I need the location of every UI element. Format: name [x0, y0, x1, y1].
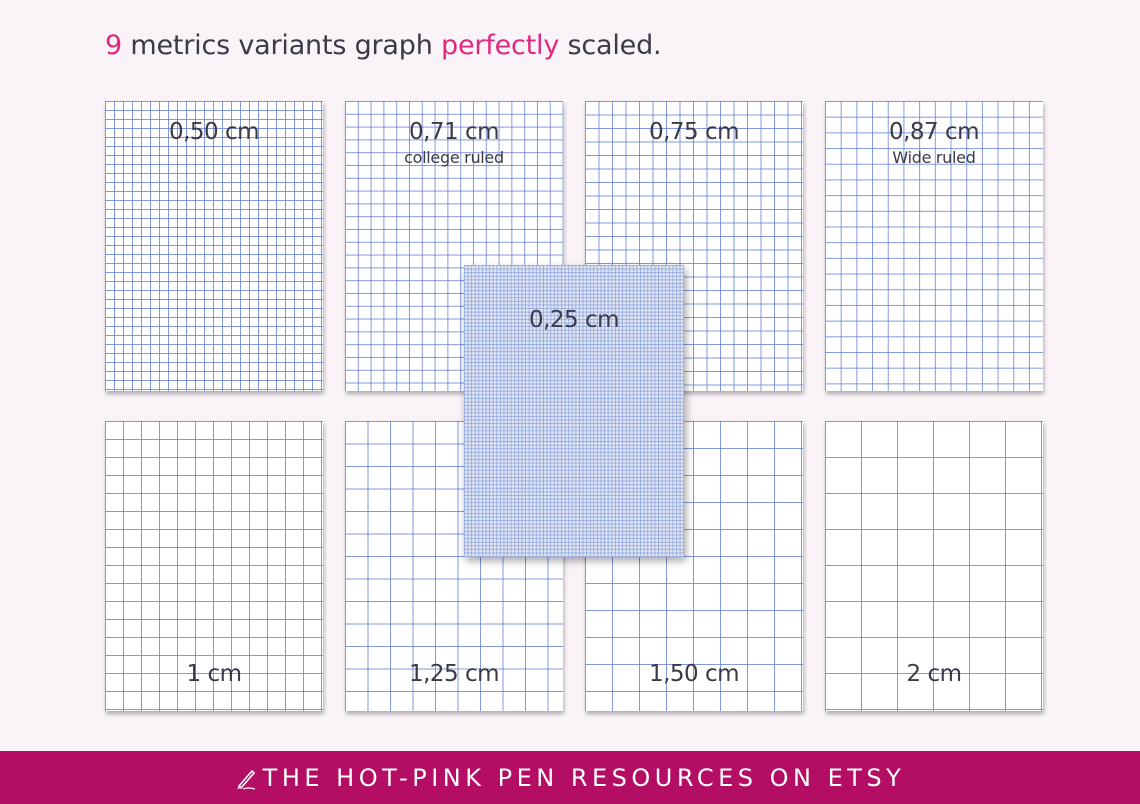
card-sublabel: Wide ruled: [892, 148, 976, 167]
card-label: 0,71 cm: [408, 119, 500, 145]
grid-card-0-87cm: 0,87 cm Wide ruled: [825, 101, 1043, 391]
headline: 9 metrics variants graph perfectly scale…: [105, 30, 662, 61]
grid-card-0-50cm: 0,50 cm: [105, 101, 323, 391]
card-label: 0,25 cm: [528, 307, 620, 333]
headline-text: metrics variants graph: [130, 30, 433, 61]
card-label: 0,87 cm: [888, 119, 980, 145]
pen-icon: [236, 769, 255, 790]
card-label: 2 cm: [906, 661, 963, 687]
headline-accent: perfectly: [441, 30, 560, 61]
footer-text[interactable]: THE HOT-PINK PEN RESOURCES ON ETSY: [262, 763, 906, 792]
headline-suffix: scaled.: [567, 30, 662, 61]
footer-banner: THE HOT-PINK PEN RESOURCES ON ETSY: [0, 751, 1140, 804]
card-sublabel: college ruled: [404, 148, 504, 167]
grid-card-0-71cm: 0,71 cm college ruled: [345, 101, 563, 391]
grid-card-0-25cm: 0,25 cm: [464, 265, 684, 557]
card-label: 0,75 cm: [648, 119, 740, 145]
grid-card-2cm: 2 cm: [825, 421, 1043, 711]
grid-card-1cm: 1 cm: [105, 421, 323, 711]
headline-count: 9: [105, 30, 122, 61]
card-label: 1 cm: [186, 661, 243, 687]
card-label: 1,50 cm: [648, 661, 740, 687]
card-label: 1,25 cm: [408, 661, 500, 687]
grid-card-0-75cm: 0,75 cm: [585, 101, 803, 391]
card-label: 0,50 cm: [168, 119, 260, 145]
